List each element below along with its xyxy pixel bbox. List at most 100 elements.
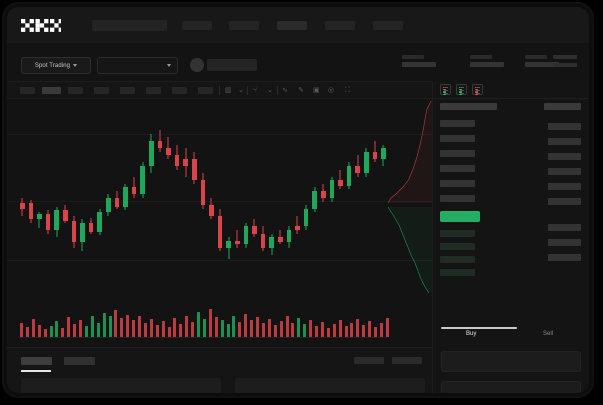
chevron-down-icon — [167, 64, 171, 67]
volume-bar — [256, 317, 259, 337]
toolbar-divider — [277, 86, 278, 95]
ask-row[interactable] — [440, 195, 475, 202]
tab-positions[interactable] — [64, 357, 95, 365]
bids-only-icon[interactable] — [456, 84, 467, 95]
volume-bar — [20, 323, 23, 337]
candle — [329, 99, 335, 295]
volume-bar — [326, 327, 330, 337]
timeframe-btn-2[interactable] — [42, 87, 61, 94]
timeframe-btn-8[interactable] — [198, 87, 213, 94]
chevron-down-icon — [73, 64, 78, 67]
chevron-down-icon[interactable]: ⌄ — [238, 87, 244, 94]
ask-row-size[interactable] — [548, 153, 581, 160]
pair-select[interactable] — [97, 57, 178, 74]
volume-bar — [374, 326, 377, 337]
order-type-field[interactable] — [441, 351, 581, 372]
nav-item-2[interactable] — [229, 21, 259, 30]
volume-bar — [214, 317, 218, 337]
candle — [37, 99, 42, 295]
candle — [192, 99, 197, 295]
ask-row[interactable] — [440, 150, 475, 157]
nav-item-1[interactable] — [182, 21, 212, 30]
asks-only-icon[interactable] — [472, 84, 483, 95]
camera-icon[interactable]: ▣ — [313, 87, 320, 94]
orderbook-header-left — [440, 103, 497, 110]
gridline — [7, 201, 432, 202]
device-frame: OKX Spot Trading — [4, 4, 592, 396]
bid-row[interactable] — [440, 256, 475, 263]
bid-row-size[interactable] — [548, 239, 581, 246]
price-field[interactable] — [441, 381, 581, 393]
search-input[interactable] — [92, 20, 167, 31]
orderbook-trade-panel: Buy Sell — [432, 81, 589, 393]
spot-trading-dropdown[interactable]: Spot Trading — [21, 57, 91, 74]
candle — [312, 99, 317, 295]
volume-bar — [297, 318, 301, 337]
nav-item-3[interactable] — [277, 21, 307, 30]
ask-row[interactable] — [440, 180, 475, 187]
candle — [321, 99, 326, 295]
indicators-icon[interactable]: ⑂ — [253, 87, 258, 94]
candle — [97, 99, 102, 295]
volume-bar — [167, 326, 171, 337]
volume-bar — [143, 323, 147, 337]
volume-bar — [161, 321, 165, 337]
tab-buy[interactable]: Buy — [466, 331, 477, 337]
timeframe-btn-5[interactable] — [120, 87, 135, 94]
volume-bar — [191, 322, 195, 337]
pencil-icon[interactable]: ✎ — [298, 87, 304, 94]
ask-row[interactable] — [440, 165, 475, 172]
candles-icon[interactable]: ▥ — [225, 87, 232, 94]
ask-row-size[interactable] — [548, 168, 581, 175]
timeframe-btn-1[interactable] — [20, 87, 35, 94]
bottom-panel — [7, 347, 432, 393]
timeframe-btn-7[interactable] — [172, 87, 187, 94]
candle — [209, 99, 214, 295]
volume-bar — [279, 321, 283, 337]
volume-bar — [244, 313, 248, 337]
bid-row[interactable] — [440, 269, 475, 276]
volume-bar — [267, 319, 271, 337]
ask-row-size[interactable] — [548, 183, 581, 190]
bottom-action-1[interactable] — [354, 357, 384, 364]
volume-bar — [261, 323, 265, 337]
timeframe-btn-6[interactable] — [146, 87, 161, 94]
volume-bar — [344, 325, 348, 337]
candlestick-chart[interactable] — [7, 99, 432, 295]
volume-bar — [250, 320, 254, 337]
ask-row[interactable] — [440, 120, 475, 127]
ask-row-size[interactable] — [548, 123, 581, 130]
tab-open-orders[interactable] — [21, 357, 52, 365]
open-orders-panel[interactable] — [21, 378, 221, 393]
volume-bar — [173, 318, 177, 337]
ask-row[interactable] — [440, 135, 475, 142]
chevron-down-icon[interactable]: ⌄ — [267, 87, 273, 94]
volume-bar — [285, 316, 289, 337]
bid-row[interactable] — [440, 230, 475, 237]
timeframe-btn-3[interactable] — [68, 87, 83, 94]
line-wave-icon[interactable]: ∿ — [282, 87, 288, 94]
bottom-action-2[interactable] — [392, 357, 422, 364]
okx-logo[interactable]: OKX — [21, 19, 61, 32]
bid-row[interactable] — [440, 243, 475, 250]
both-sides-icon[interactable] — [440, 84, 451, 95]
volume-bar — [79, 320, 82, 337]
volume-bar — [55, 321, 59, 337]
pair-name — [207, 59, 257, 71]
ask-row-size[interactable] — [548, 138, 581, 145]
volume-bar — [185, 315, 189, 337]
bid-row-size[interactable] — [548, 254, 581, 261]
nav-item-5[interactable] — [373, 21, 403, 30]
settings-icon[interactable]: ◎ — [328, 87, 335, 94]
timeframe-btn-4[interactable] — [94, 87, 109, 94]
orderbook-rows[interactable] — [433, 99, 589, 276]
candle — [381, 99, 386, 295]
ask-row-size[interactable] — [548, 198, 581, 205]
fullscreen-icon[interactable]: ⛶ — [345, 87, 350, 94]
volume-bar — [25, 326, 29, 337]
tab-sell[interactable]: Sell — [543, 331, 554, 337]
positions-panel[interactable] — [235, 378, 425, 393]
bid-row-size[interactable] — [548, 224, 581, 231]
candle — [338, 99, 343, 295]
nav-item-4[interactable] — [325, 21, 355, 30]
